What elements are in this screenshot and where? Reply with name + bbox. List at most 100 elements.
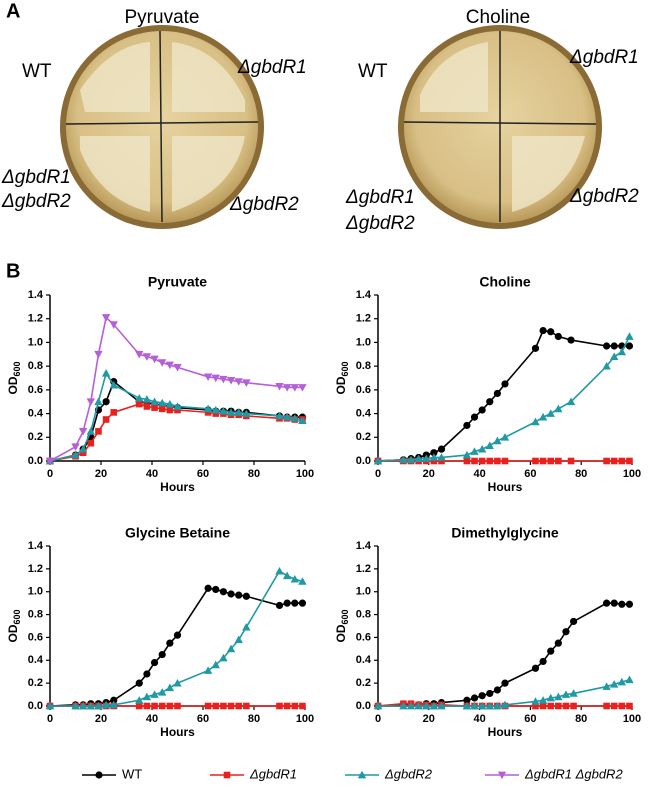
marker: [485, 441, 494, 449]
marker: [625, 332, 634, 340]
marker: [532, 457, 539, 465]
marker: [547, 702, 555, 710]
x-tick-label: 0: [375, 468, 381, 480]
marker: [463, 421, 471, 430]
marker: [86, 427, 95, 435]
marker: [554, 404, 563, 413]
marker: [94, 350, 103, 359]
marker: [438, 457, 445, 465]
marker: [538, 696, 548, 704]
y-tick-label: 1.4: [28, 540, 44, 552]
marker: [626, 702, 633, 710]
x-tick-label: 20: [423, 468, 435, 480]
x-tick-label: 20: [423, 713, 435, 725]
marker: [165, 399, 175, 408]
marker: [554, 332, 562, 341]
marker: [242, 409, 251, 417]
legend-label: WT: [122, 766, 142, 781]
x-tick-label: 20: [95, 468, 107, 480]
marker: [602, 682, 611, 690]
marker: [539, 326, 547, 335]
marker: [429, 701, 439, 710]
marker: [173, 678, 182, 687]
marker: [150, 690, 159, 698]
plate-label: ΔgbdR2: [1, 191, 71, 212]
y-axis-label-sub: 600: [340, 609, 350, 624]
marker: [135, 400, 143, 408]
plate-title: Choline: [466, 7, 530, 28]
y-tick-label: 0.2: [28, 431, 43, 443]
x-tick-label: 100: [623, 713, 641, 725]
marker: [626, 457, 633, 465]
marker: [234, 635, 243, 644]
marker: [437, 445, 446, 453]
x-tick-label: 80: [575, 713, 587, 725]
marker: [102, 416, 110, 423]
marker: [78, 427, 88, 436]
marker: [547, 328, 555, 336]
marker: [110, 696, 118, 704]
y-tick-label: 0.6: [28, 384, 43, 396]
x-tick-label: 100: [296, 468, 314, 480]
x-tick-label: 40: [473, 713, 485, 725]
x-tick-label: 20: [95, 713, 107, 725]
legend-label: ΔgbdR2: [384, 766, 433, 781]
panel-label: B: [6, 260, 20, 282]
marker: [546, 693, 555, 702]
marker: [211, 405, 220, 414]
plate-label: ΔgbdR1: [237, 57, 307, 78]
y-tick-label: 1.0: [28, 336, 43, 348]
marker: [539, 702, 547, 710]
plate-label: ΔgbdR1: [569, 47, 639, 68]
legend-marker: [357, 770, 367, 779]
marker: [462, 701, 472, 710]
marker: [135, 393, 144, 402]
y-tick-label: 0.0: [356, 455, 371, 467]
legend-label: ΔgbdR1: [249, 766, 297, 781]
legend-label: ΔgbdR1 ΔgbdR2: [524, 766, 623, 781]
x-tick-label: 40: [146, 713, 158, 725]
marker: [625, 675, 634, 684]
marker: [283, 599, 291, 607]
marker: [235, 702, 242, 710]
marker: [110, 409, 118, 416]
marker: [610, 457, 618, 465]
plate-label: ΔgbdR1: [345, 187, 415, 208]
marker: [570, 702, 577, 710]
marker: [135, 679, 143, 687]
series-line: [49, 380, 303, 462]
marker: [430, 449, 438, 457]
marker: [470, 413, 479, 421]
marker: [150, 397, 159, 406]
marker: [142, 395, 152, 403]
marker: [242, 379, 251, 387]
marker: [101, 314, 111, 322]
plate-label: ΔgbdR2: [229, 194, 299, 215]
marker: [547, 647, 555, 655]
marker: [547, 457, 555, 465]
marker: [462, 450, 472, 459]
marker: [532, 702, 539, 710]
marker: [220, 702, 227, 710]
y-tick-label: 0.2: [28, 677, 43, 689]
marker: [531, 664, 540, 672]
marker: [174, 406, 181, 414]
marker: [243, 702, 250, 710]
x-tick-label: 100: [296, 713, 314, 725]
marker: [227, 590, 235, 598]
y-tick-label: 0.6: [356, 384, 371, 396]
x-tick-label: 80: [248, 713, 260, 725]
marker: [94, 701, 103, 710]
marker: [618, 457, 626, 465]
marker: [174, 702, 181, 710]
marker: [618, 702, 626, 710]
marker: [437, 453, 446, 461]
marker: [430, 457, 438, 465]
marker: [555, 702, 562, 710]
marker: [226, 644, 236, 653]
y-axis-label: OD: [334, 376, 348, 394]
y-axis-label: OD600: [334, 361, 350, 394]
marker: [276, 702, 283, 710]
marker: [143, 403, 151, 410]
plate-label: WT: [358, 61, 388, 82]
